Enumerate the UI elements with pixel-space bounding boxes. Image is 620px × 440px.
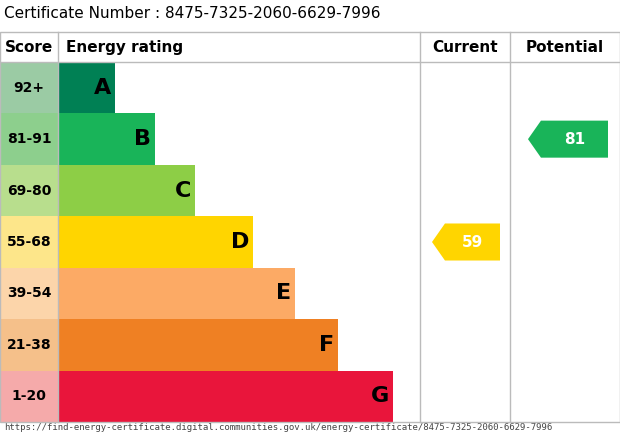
Text: Certificate Number : 8475-7325-2060-6629-7996: Certificate Number : 8475-7325-2060-6629… <box>4 6 381 21</box>
Text: https://find-energy-certificate.digital.communities.gov.uk/energy-certificate/84: https://find-energy-certificate.digital.… <box>4 423 552 432</box>
Text: 92+: 92+ <box>14 81 45 95</box>
Bar <box>0 32 620 422</box>
Bar <box>58 62 115 114</box>
Text: Energy rating: Energy rating <box>66 40 183 55</box>
Bar <box>0 370 58 422</box>
Text: F: F <box>319 335 334 355</box>
Text: Current: Current <box>432 40 498 55</box>
Text: 21-38: 21-38 <box>7 338 51 352</box>
Text: E: E <box>276 283 291 304</box>
Bar <box>0 216 58 268</box>
Bar <box>0 165 58 216</box>
Text: 55-68: 55-68 <box>7 235 51 249</box>
Bar <box>0 62 58 114</box>
Bar <box>58 370 393 422</box>
Bar <box>58 165 195 216</box>
Text: 39-54: 39-54 <box>7 286 51 301</box>
Bar <box>0 268 58 319</box>
Text: B: B <box>134 129 151 149</box>
Text: C: C <box>175 180 191 201</box>
Bar <box>58 268 295 319</box>
Text: 81-91: 81-91 <box>7 132 51 146</box>
Text: 81: 81 <box>564 132 585 147</box>
Bar <box>58 216 253 268</box>
Bar <box>0 114 58 165</box>
Text: Potential: Potential <box>526 40 604 55</box>
Text: D: D <box>231 232 249 252</box>
Text: 59: 59 <box>462 235 483 249</box>
Text: G: G <box>371 386 389 406</box>
Text: Score: Score <box>5 40 53 55</box>
Bar <box>0 319 58 370</box>
Text: A: A <box>94 78 111 98</box>
Bar <box>58 114 155 165</box>
Text: 69-80: 69-80 <box>7 183 51 198</box>
Text: 1-20: 1-20 <box>12 389 46 403</box>
Polygon shape <box>528 121 608 158</box>
Polygon shape <box>432 224 500 260</box>
Bar <box>58 319 338 370</box>
